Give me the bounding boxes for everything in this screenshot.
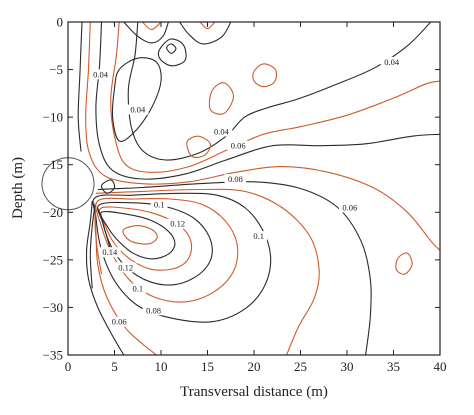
contour-label-bg (338, 202, 361, 213)
contour-line (100, 210, 176, 260)
contour-label-bg (142, 305, 165, 316)
y-axis-label: Depth (m) (10, 157, 26, 219)
contour-label-bg (250, 231, 267, 242)
contour-line (166, 43, 177, 54)
contour-label: 0.12 (170, 219, 185, 229)
contour-labels: 0.040.040.040.040.060.080.060.10.120.10.… (89, 56, 403, 327)
contour-line (122, 225, 158, 245)
contour-line (85, 22, 440, 251)
x-tick-label: 15 (201, 359, 214, 374)
contour-label: 0.04 (384, 57, 400, 67)
contour-line (199, 22, 216, 30)
x-tick-label: 40 (434, 359, 447, 374)
x-tick-label: 25 (294, 359, 307, 374)
contour-label: 0.06 (112, 317, 127, 327)
contour-label-bg (114, 262, 137, 273)
contour-line (252, 63, 278, 88)
y-tick-label: −5 (49, 62, 63, 77)
contour-line (142, 22, 162, 31)
contour-line (395, 252, 413, 275)
contour-line (95, 22, 440, 180)
contour-label: 0.06 (231, 141, 246, 151)
contour-label: 0.06 (342, 203, 357, 213)
contour-line (157, 38, 187, 67)
contour-label: 0.12 (118, 262, 133, 272)
contour-line (123, 22, 169, 44)
contour-line (95, 188, 320, 355)
contour-line (100, 179, 116, 194)
contour-label: 0.1 (253, 231, 264, 241)
x-tick-label: 35 (387, 359, 400, 374)
contour-line (77, 22, 83, 152)
contour-line (85, 200, 125, 355)
x-axis-ticks: 0 5 10 15 20 25 30 35 40 (65, 22, 447, 374)
contour-lines (77, 22, 440, 355)
contour-line (179, 22, 232, 45)
y-tick-label: −10 (43, 110, 63, 125)
contour-line (98, 206, 193, 271)
x-tick-label: 0 (65, 359, 72, 374)
contour-label: 0.04 (130, 105, 146, 115)
contour-label: 0.04 (93, 69, 109, 79)
contour-label: 0.1 (154, 200, 165, 210)
contour-label-bg (108, 316, 130, 327)
y-tick-label: −20 (43, 205, 63, 220)
y-axis-ticks: 0 −5 −10 −15 −20 −25 −30 −35 (43, 15, 440, 363)
y-tick-label: 0 (57, 15, 64, 30)
x-tick-label: 30 (341, 359, 354, 374)
contour-label-bg (126, 104, 149, 115)
contour-label-bg (224, 173, 247, 184)
y-tick-label: −25 (43, 252, 63, 267)
contour-line (127, 22, 432, 161)
y-tick-label: −35 (43, 348, 63, 363)
contour-label: 0.08 (146, 305, 161, 315)
contour-label-bg (99, 247, 121, 258)
x-tick-label: 5 (111, 359, 118, 374)
contour-label: 0.1 (132, 283, 143, 293)
contour-label: 0.14 (102, 247, 118, 257)
contour-line (111, 57, 162, 142)
contour-label-bg (166, 218, 189, 229)
contour-line (95, 197, 239, 303)
contour-line (89, 204, 96, 289)
contour-line (208, 82, 235, 115)
contour-line (186, 135, 212, 158)
contour-line (92, 192, 272, 323)
contour-label-bg (89, 69, 112, 80)
contour-line (97, 181, 372, 355)
contour-label-bg (150, 199, 168, 210)
contour-label-bg (129, 283, 147, 294)
contour-label: 0.04 (214, 126, 230, 136)
x-tick-label: 20 (248, 359, 261, 374)
contour-label-bg (227, 140, 249, 151)
contour-line (94, 206, 103, 275)
contour-line (110, 22, 440, 173)
x-tick-label: 10 (155, 359, 168, 374)
x-axis-label: Transversal distance (m) (180, 384, 328, 400)
contour-line (97, 208, 112, 251)
contour-label-bg (380, 56, 403, 67)
y-tick-label: −30 (43, 300, 63, 315)
contour-label: 0.08 (228, 174, 243, 184)
y-tick-label: −15 (43, 157, 63, 172)
contour-label-bg (210, 126, 233, 137)
